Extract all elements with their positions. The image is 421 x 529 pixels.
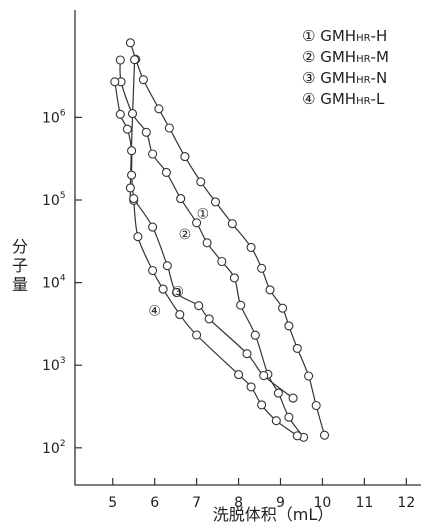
data-point-series-1 (180, 152, 190, 162)
y-tick-label: 105 (42, 191, 66, 209)
curve-markers: ①② ③④ (148, 206, 209, 319)
data-point-series-3 (271, 416, 281, 426)
legend-entry-4: ④ GMHHR-L (302, 90, 385, 108)
legend-entry-3: ③ GMHHR-N (302, 69, 387, 87)
data-point-series-1 (196, 177, 206, 187)
curve-marker-1: ① (197, 206, 210, 222)
data-point-series-1 (304, 371, 314, 381)
data-point-series-3 (158, 284, 168, 294)
curve-series-3 (114, 81, 298, 437)
data-point-series-3 (234, 370, 244, 380)
data-point-series-2 (148, 149, 158, 159)
data-point-series-2 (284, 412, 294, 422)
data-point-series-1 (138, 75, 148, 85)
x-tick-label: 11 (355, 495, 373, 511)
data-point-series-1 (265, 285, 275, 295)
x-tick-label: 10 (314, 495, 332, 511)
data-point-series-3 (122, 124, 132, 134)
data-point-series-3 (127, 170, 137, 180)
x-tick-label: 8 (234, 495, 243, 511)
data-point-series-2 (250, 330, 260, 340)
data-point-series-3 (148, 265, 158, 276)
data-point-series-4 (129, 194, 139, 204)
data-point-series-1 (227, 219, 237, 229)
data-point-series-2 (192, 218, 202, 228)
data-point-series-1 (311, 400, 321, 411)
y-tick-label: 106 (42, 108, 66, 126)
data-point-series-2 (229, 273, 239, 283)
data-point-series-4 (148, 222, 158, 232)
y-tick-label: 104 (42, 274, 66, 292)
curve-marker-2: ② (179, 227, 192, 243)
data-point-series-4 (130, 55, 140, 65)
data-point-series-2 (176, 194, 186, 204)
axes: 5 6 7 8 9 10 11 12 102 103 104 105 106 洗脱体积（mL） 分子量 (12, 10, 421, 524)
data-point-series-4 (194, 301, 204, 311)
axis-frame (74, 10, 421, 486)
x-tick-label: 7 (192, 495, 201, 511)
data-point-series-2 (141, 127, 151, 137)
data-point-series-4 (204, 314, 214, 324)
x-tick-label: 5 (108, 495, 117, 511)
data-point-series-1 (125, 38, 135, 48)
data-points (110, 38, 330, 442)
y-axis-title: 分子量 (12, 237, 28, 294)
data-point-series-3 (246, 382, 256, 392)
calibration-curves (114, 42, 326, 438)
data-point-series-1 (210, 197, 221, 207)
data-point-series-2 (273, 388, 283, 398)
data-point-series-1 (319, 430, 330, 440)
x-tick-label: 9 (276, 495, 285, 511)
data-point-series-2 (161, 167, 171, 177)
data-point-series-4 (125, 183, 135, 193)
data-point-series-4 (259, 370, 269, 381)
data-point-series-2 (202, 238, 212, 248)
legend-entry-2: ② GMHHR-M (302, 48, 389, 66)
data-point-series-3 (192, 330, 202, 340)
data-point-series-1 (257, 263, 267, 273)
curve-marker-3: ③ (171, 285, 184, 301)
legend: ① GMHHR-H ② GMHHR-M ③ GMHHR-N ④ GMHHR-L (302, 27, 389, 108)
x-tick-label: 12 (397, 495, 415, 511)
legend-entry-1: ① GMHHR-H (302, 27, 387, 45)
data-point-series-1 (284, 321, 294, 331)
data-point-series-3 (292, 431, 302, 441)
data-point-series-3 (115, 109, 125, 119)
data-point-series-3 (127, 146, 137, 156)
data-point-series-2 (127, 109, 138, 119)
data-point-series-1 (246, 242, 256, 252)
data-point-series-2 (236, 300, 246, 310)
data-point-series-2 (217, 256, 227, 267)
curve-series-2 (119, 59, 305, 438)
data-point-series-4 (162, 261, 172, 271)
x-axis-title: 洗脱体积（mL） (213, 505, 334, 524)
y-tick-label: 103 (42, 356, 66, 374)
data-point-series-3 (133, 232, 143, 242)
y-tick-label: 102 (42, 439, 66, 457)
data-point-series-1 (292, 343, 302, 353)
data-point-series-1 (154, 104, 164, 114)
data-point-series-1 (278, 303, 288, 313)
data-point-series-2 (115, 55, 125, 65)
x-tick-label: 6 (150, 495, 159, 511)
curve-marker-4: ④ (148, 304, 161, 320)
data-point-series-3 (110, 77, 120, 87)
data-point-series-1 (164, 123, 174, 133)
data-point-series-3 (175, 310, 185, 320)
data-point-series-3 (257, 400, 267, 410)
data-point-series-4 (242, 349, 252, 359)
data-point-series-4 (288, 393, 298, 403)
data-point-series-4 (171, 287, 182, 298)
curve-series-1 (129, 42, 326, 436)
